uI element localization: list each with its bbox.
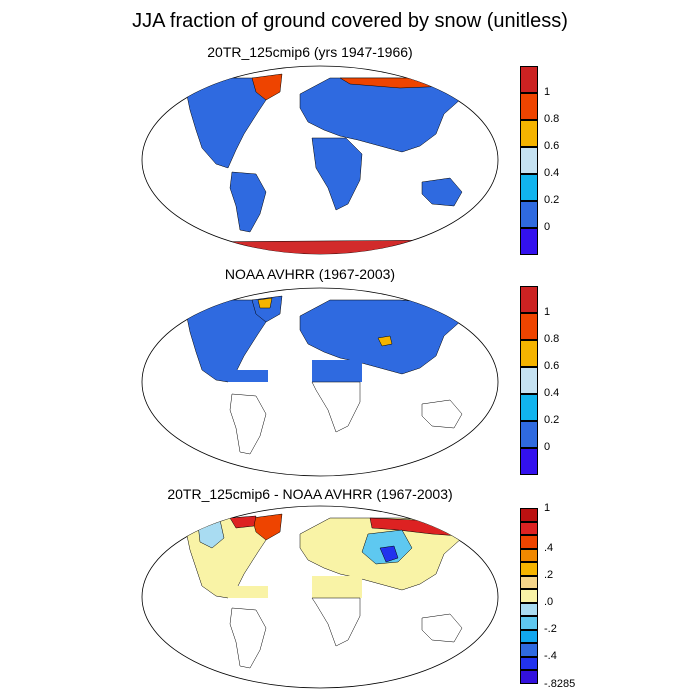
- panel-3-bin-6: [520, 575, 538, 589]
- panel-1-bin-4: [520, 147, 538, 174]
- panel-1-bin-7: [520, 228, 538, 255]
- panel-1-bin-6: [520, 201, 538, 228]
- panel-2-bin-5: [520, 394, 538, 421]
- panel-3-bin-12: [520, 656, 538, 670]
- australia: [421, 177, 463, 207]
- canadian-arctic: [229, 515, 257, 529]
- panel-3-tick-.2: .2: [544, 569, 554, 581]
- figure-title: JJA fraction of ground covered by snow (…: [132, 10, 568, 32]
- panel-1-map: [141, 65, 499, 255]
- panel-3-tick--.4: -.4: [544, 650, 557, 662]
- panel-2-bin-6: [520, 421, 538, 448]
- panel-1-bin-1: [520, 66, 538, 93]
- panel-3-bin-3: [520, 535, 538, 549]
- panel-3-bin-1: [520, 508, 538, 522]
- panel-2-bin-2: [520, 313, 538, 340]
- panel-2-bin-3: [520, 340, 538, 367]
- panel-3-bin-7: [520, 589, 538, 603]
- panel-3-bin-4: [520, 548, 538, 562]
- panel-3-bin-10: [520, 629, 538, 643]
- south-america: [229, 393, 267, 455]
- panel-2-tick-0.4: 0.4: [544, 387, 560, 399]
- panel-1-bin-5: [520, 174, 538, 201]
- panel-2-tick-0: 0: [544, 441, 551, 453]
- panel-3-bin-8: [520, 602, 538, 616]
- australia: [421, 399, 463, 429]
- africa: [311, 597, 361, 647]
- panel-2-tick-0.8: 0.8: [544, 333, 560, 345]
- na-coverage-edge: [228, 586, 268, 598]
- africa-coverage-edge: [312, 360, 362, 382]
- australia: [421, 613, 463, 643]
- panel-2-map: [141, 287, 499, 477]
- panel-3-bin-9: [520, 616, 538, 630]
- greenland-snow: [257, 297, 273, 309]
- panel-1-tick-1: 1: [544, 86, 551, 98]
- panel-3-tick--.2: -.2: [544, 623, 557, 635]
- south-america: [229, 171, 267, 233]
- panel-2-bin-1: [520, 286, 538, 313]
- panel-1-tick-0.2: 0.2: [544, 194, 560, 206]
- panel-2-title: NOAA AVHRR (1967-2003): [224, 266, 396, 282]
- panel-2-tick-0.6: 0.6: [544, 360, 560, 372]
- panel-2-tick-1: 1: [544, 306, 551, 318]
- tibet-snow: [377, 335, 393, 347]
- panel-3-bin-13: [520, 670, 538, 684]
- na-coverage-edge: [228, 370, 268, 382]
- panel-3-map: [141, 505, 499, 689]
- panel-3-tick-.0: .0: [544, 596, 554, 608]
- panel-3-bin-2: [520, 521, 538, 535]
- panel-1-bin-3: [520, 120, 538, 147]
- panel-1-tick-0: 0: [544, 221, 551, 233]
- antarctica: [159, 239, 481, 254]
- panel-3-tick-.4: .4: [544, 542, 554, 554]
- greenland: [251, 513, 283, 541]
- africa-coverage-edge: [312, 576, 362, 598]
- panel-1-bin-2: [520, 93, 538, 120]
- panel-1-title: 20TR_125cmip6 (yrs 1947-1966): [207, 44, 413, 60]
- tibet-cold-anomaly: [379, 545, 399, 563]
- panel-3-tick-1: 1: [544, 502, 551, 514]
- panel-2-tick-0.2: 0.2: [544, 414, 560, 426]
- panel-1-tick-0.8: 0.8: [544, 113, 560, 125]
- panel-1-tick-0.6: 0.6: [544, 140, 560, 152]
- panel-3-bin-11: [520, 643, 538, 657]
- panel-3-tick--.8285: -.8285: [544, 678, 576, 690]
- south-america: [229, 607, 267, 669]
- africa: [311, 381, 361, 433]
- panel-2-bin-7: [520, 448, 538, 475]
- panel-1-tick-0.4: 0.4: [544, 167, 560, 179]
- panel-2-bin-4: [520, 367, 538, 394]
- africa: [311, 137, 363, 211]
- panel-3-title: 20TR_125cmip6 - NOAA AVHRR (1967-2003): [167, 486, 453, 502]
- panel-3-bin-5: [520, 562, 538, 576]
- greenland: [251, 73, 283, 101]
